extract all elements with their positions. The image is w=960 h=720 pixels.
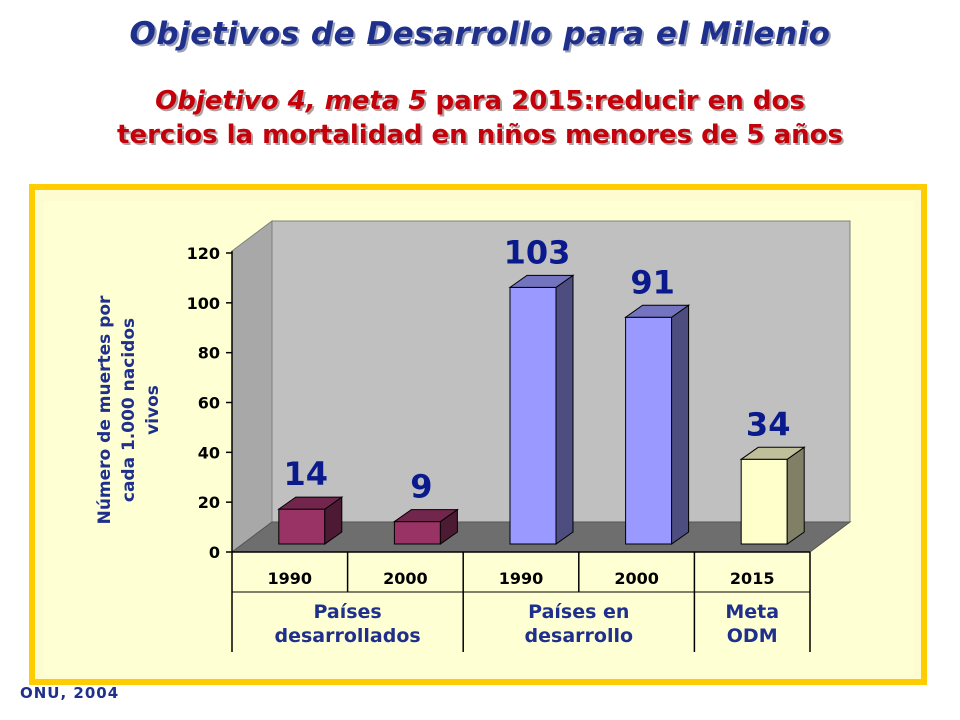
bar-side — [786, 446, 805, 545]
y-axis-label: Número de muertes por cada 1.000 nacidos v… — [95, 295, 163, 524]
data-label: 34 — [746, 405, 791, 443]
subtitle-goal: Objetivo 4, meta 5 — [155, 86, 427, 116]
group-label: desarrollados — [274, 625, 420, 647]
page-title: Objetivos de Desarrollo para el Milenio — [129, 16, 831, 52]
bar-top — [277, 496, 344, 510]
group-label: Países — [313, 601, 381, 623]
y-axis: 0 20 40 60 80 100 120 — [187, 244, 233, 562]
bar-top — [624, 304, 691, 318]
bar — [393, 521, 441, 545]
bar — [509, 286, 557, 545]
data-labels: 14 9 103 91 34 — [284, 233, 791, 505]
y-axis-title: Número de muertes por cada 1.000 nacidos v… — [95, 295, 163, 524]
bar — [278, 508, 326, 545]
category-label: 2015 — [730, 569, 775, 588]
y-tick-label: 40 — [198, 443, 220, 462]
side-wall — [231, 220, 273, 553]
bars — [277, 274, 806, 545]
y-axis-title-line: cada 1.000 nacidos — [119, 318, 139, 502]
group-label: ODM — [727, 625, 778, 647]
data-label: 103 — [504, 233, 571, 271]
data-label: 9 — [410, 468, 432, 506]
y-tick-label: 20 — [198, 493, 220, 512]
page-subtitle: Objetivo 4, meta 5 para 2015:reducir en … — [0, 84, 960, 152]
subtitle-rest: para 2015:reducir en dos — [426, 86, 805, 116]
y-tick-label: 60 — [198, 394, 220, 413]
y-tick-label: 120 — [187, 244, 220, 263]
category-label: 2000 — [614, 569, 659, 588]
y-axis-title-line: vivos — [143, 385, 163, 435]
subtitle-line2: tercios la mortalidad en niños menores d… — [117, 120, 843, 150]
bar-top — [392, 509, 459, 523]
group-label: Países en — [528, 601, 629, 623]
y-axis-title-line: Número de muertes por — [95, 295, 115, 524]
category-label: 1990 — [499, 569, 544, 588]
group-label: desarrollo — [525, 625, 634, 647]
bar — [625, 316, 673, 545]
y-tick-label: 80 — [198, 344, 220, 363]
data-label: 91 — [630, 263, 675, 301]
data-label: 14 — [284, 455, 329, 493]
bar-top — [739, 446, 806, 460]
bar-side — [555, 274, 574, 545]
y-tick-label: 100 — [187, 294, 220, 313]
category-label: 2000 — [383, 569, 428, 588]
bar-top — [508, 274, 575, 288]
group-label: Meta — [725, 601, 779, 623]
source-note: ONU, 2004 — [20, 684, 120, 702]
bar — [740, 458, 788, 545]
y-tick-label: 0 — [209, 543, 220, 562]
bar-side — [671, 304, 690, 545]
category-label: 1990 — [268, 569, 313, 588]
